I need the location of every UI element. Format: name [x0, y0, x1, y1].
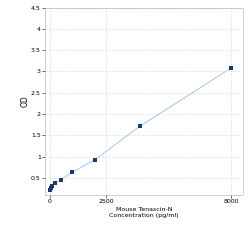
Point — [53, 181, 57, 185]
Point — [229, 66, 233, 70]
Point — [70, 170, 74, 174]
Point — [93, 158, 97, 162]
Point — [50, 184, 54, 188]
Point — [138, 124, 142, 128]
Point — [49, 186, 53, 190]
X-axis label: Mouse Tenascin-N
Concentration (pg/ml): Mouse Tenascin-N Concentration (pg/ml) — [109, 207, 178, 218]
Y-axis label: OD: OD — [20, 95, 30, 107]
Point — [59, 178, 63, 182]
Point — [48, 188, 52, 192]
